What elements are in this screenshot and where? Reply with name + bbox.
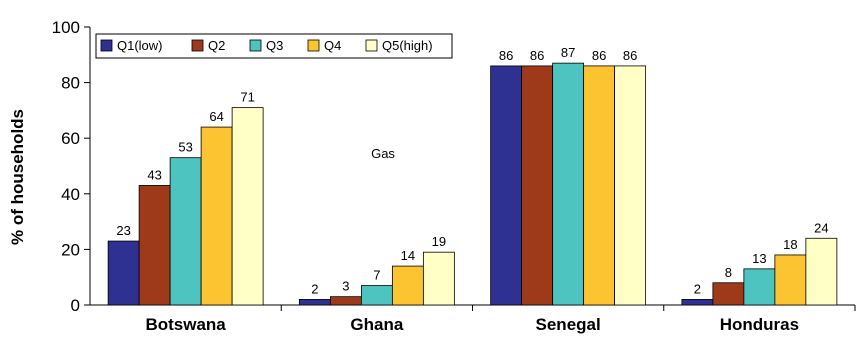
- data-label: 2: [311, 281, 318, 296]
- legend-label: Q1(low): [117, 38, 163, 53]
- legend-label: Q5(high): [382, 38, 433, 53]
- bar-honduras-2: [712, 282, 745, 306]
- legend-swatch: [365, 39, 378, 52]
- bar-honduras-5: [805, 237, 838, 306]
- category-label: Ghana: [350, 315, 403, 334]
- data-label: 86: [623, 48, 637, 63]
- legend: Q1(low) Q2 Q3 Q4 Q5(high): [95, 33, 453, 59]
- bar-honduras-1: [681, 299, 714, 306]
- legend-box: [95, 33, 453, 59]
- legend-label: Q3: [266, 38, 283, 53]
- bar-botswana-2: [138, 185, 171, 306]
- category-label: Senegal: [536, 315, 601, 334]
- bar-botswana-4: [200, 126, 233, 306]
- data-label: 86: [530, 48, 544, 63]
- y-tick-label: 0: [71, 296, 80, 315]
- y-axis-label: % of households: [8, 109, 27, 245]
- category-label: Honduras: [720, 315, 799, 334]
- category-label: Botswana: [145, 315, 226, 334]
- legend-label: Q2: [208, 38, 225, 53]
- data-label: 13: [752, 251, 766, 266]
- bar-ghana-2: [329, 296, 362, 306]
- bar-ghana-1: [298, 299, 331, 306]
- data-label: 3: [342, 279, 349, 294]
- bar-ghana-3: [360, 285, 393, 306]
- data-label: 8: [725, 265, 732, 280]
- y-tick-label: 100: [52, 18, 80, 37]
- data-label: 53: [178, 140, 192, 155]
- data-label: 43: [147, 167, 161, 182]
- annotation-gas: Gas: [371, 146, 395, 161]
- data-label: 64: [209, 109, 223, 124]
- data-label: 24: [814, 220, 828, 235]
- data-label: 86: [499, 48, 513, 63]
- legend-swatch: [307, 39, 320, 52]
- y-tick-label: 80: [61, 74, 80, 93]
- bar-ghana-5: [422, 251, 455, 306]
- data-label: 71: [240, 90, 254, 105]
- bar-botswana-3: [169, 157, 202, 306]
- data-label: 2: [694, 281, 701, 296]
- data-label: 19: [432, 234, 446, 249]
- legend-swatch: [191, 39, 204, 52]
- bar-botswana-5: [231, 107, 264, 306]
- legend-label: Q4: [324, 38, 341, 53]
- data-label: 18: [783, 237, 797, 252]
- bar-senegal-4: [583, 65, 616, 306]
- bar-ghana-4: [391, 265, 424, 306]
- data-label: 7: [373, 268, 380, 283]
- bar-botswana-1: [107, 240, 140, 306]
- bar-honduras-3: [743, 268, 776, 306]
- data-label: 14: [401, 248, 415, 263]
- bar-honduras-4: [774, 254, 807, 306]
- data-label: 87: [561, 45, 575, 60]
- y-tick-label: 20: [61, 240, 80, 259]
- bar-senegal-2: [521, 65, 554, 306]
- bar-senegal-5: [614, 65, 647, 306]
- bar-senegal-1: [490, 65, 523, 306]
- legend-swatch: [100, 39, 113, 52]
- y-tick-label: 40: [61, 185, 80, 204]
- legend-swatch: [249, 39, 262, 52]
- y-tick-label: 60: [61, 129, 80, 148]
- data-label: 23: [116, 223, 130, 238]
- bar-senegal-3: [552, 62, 585, 306]
- data-label: 86: [592, 48, 606, 63]
